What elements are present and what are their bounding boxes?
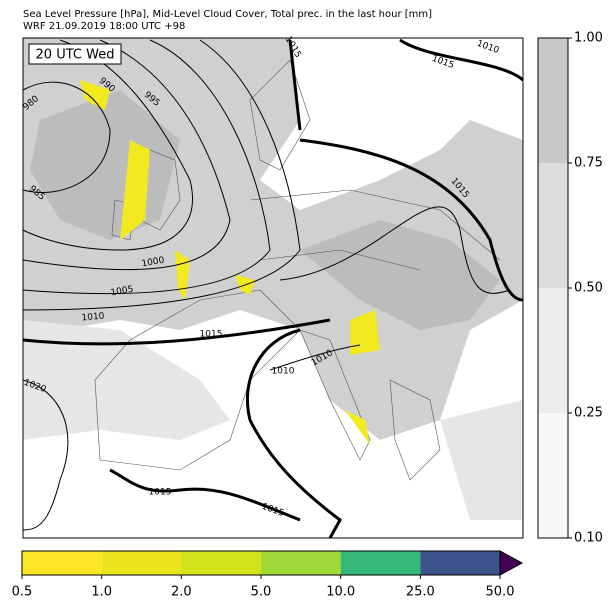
precip-tick-label: 1.0 (91, 585, 112, 600)
precipitation (80, 80, 380, 445)
time-label-box (28, 43, 122, 65)
map-frame (22, 37, 524, 539)
precip-tick-label: 0.5 (12, 585, 33, 600)
isobar-label: 1000 (141, 256, 166, 270)
precip-level (101, 551, 182, 575)
precip-colorbar: 0.5 1.0 2.0 5.0 10.0 25.0 50.0 (12, 550, 524, 600)
cloud-tick-label: 1.00 (574, 31, 603, 46)
precip-level (181, 551, 261, 575)
precip-level (22, 551, 102, 575)
precip-level (340, 551, 421, 575)
precip-extend (499, 550, 524, 576)
cloud-tick-label: 0.50 (574, 281, 603, 296)
cloud-tick-label: 0.10 (574, 531, 603, 546)
time-label: 20 UTC Wed (36, 48, 115, 63)
cloud-tick-label: 0.25 (574, 406, 603, 421)
precip-tick-label: 5.0 (251, 585, 272, 600)
precip-tick-label: 2.0 (171, 585, 192, 600)
isobar-label: 1015 (200, 330, 223, 340)
isobar-label: 1005 (110, 285, 134, 299)
cloud-tick-label: 0.75 (574, 156, 603, 171)
precip-tick-label: 50.0 (486, 585, 515, 600)
cloud-level (538, 288, 568, 413)
precip-level (420, 551, 500, 575)
precip-tick-label: 25.0 (406, 585, 435, 600)
cloud-level (538, 413, 568, 538)
isobar-label: 1015 (149, 488, 172, 498)
isobars: 1015 101010159909959809851000100510101015… (22, 35, 524, 539)
precip-level (261, 551, 341, 575)
isobar-label: 1010 (272, 367, 295, 377)
title: Sea Level Pressure [hPa], Mid-Level Clou… (23, 9, 432, 20)
cloud-level (538, 38, 568, 163)
isobar-label: 1010 (81, 311, 105, 323)
precip-tick-label: 10.0 (326, 585, 355, 600)
cloud-colorbar: 1.00 0.75 0.50 0.25 0.10 (537, 31, 603, 546)
map: 1015 101010159909959809851000100510101015… (22, 35, 524, 539)
subtitle: WRF 21.09.2019 18:00 UTC +98 (23, 21, 185, 32)
coastlines (94, 59, 501, 481)
cloud-level (538, 163, 568, 288)
